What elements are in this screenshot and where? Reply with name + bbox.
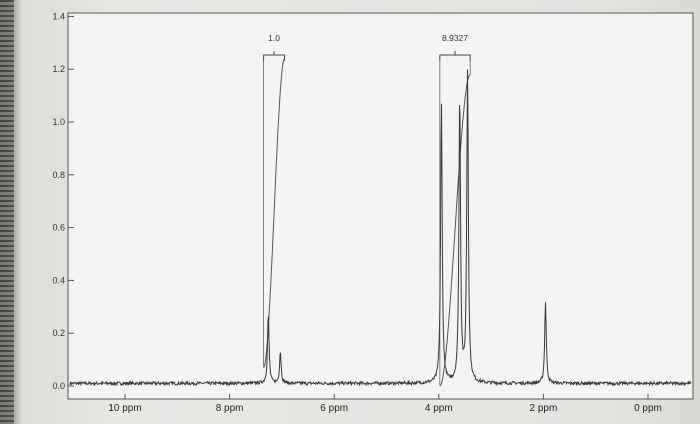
x-tick-label: 6 ppm: [320, 403, 348, 414]
y-tick-label: 0.8: [52, 170, 65, 180]
y-tick-label: 0.6: [52, 223, 65, 233]
y-tick-label: 0.0: [52, 381, 65, 391]
x-tick-label: 8 ppm: [216, 403, 244, 414]
integral-value-label: 8.9327: [442, 33, 468, 43]
integral-group: 1.0 8.9327: [263, 33, 471, 387]
x-tick-label: 0 ppm: [634, 403, 662, 414]
integral-value-label: 1.0: [268, 33, 280, 43]
y-tick-label: 1.4: [52, 11, 65, 21]
y-tick-label: 0.4: [52, 275, 65, 285]
x-tick-label: 10 ppm: [108, 403, 141, 414]
y-tick-label: 1.0: [52, 117, 65, 127]
spectrum-line: [69, 69, 692, 387]
x-tick-label: 2 ppm: [530, 403, 558, 414]
y-tick-label: 1.2: [52, 64, 65, 74]
plot-area: [67, 12, 694, 400]
x-tick-label: 4 ppm: [425, 403, 453, 414]
y-tick-label: 0.2: [52, 328, 65, 338]
y-axis: 0.0 0.2 0.4 0.6 0.8 1.0 1.2 1.4: [52, 11, 74, 391]
x-axis: 10 ppm 8 ppm 6 ppm 4 ppm 2 ppm 0 ppm: [108, 394, 662, 414]
paper-edge: [0, 0, 14, 424]
